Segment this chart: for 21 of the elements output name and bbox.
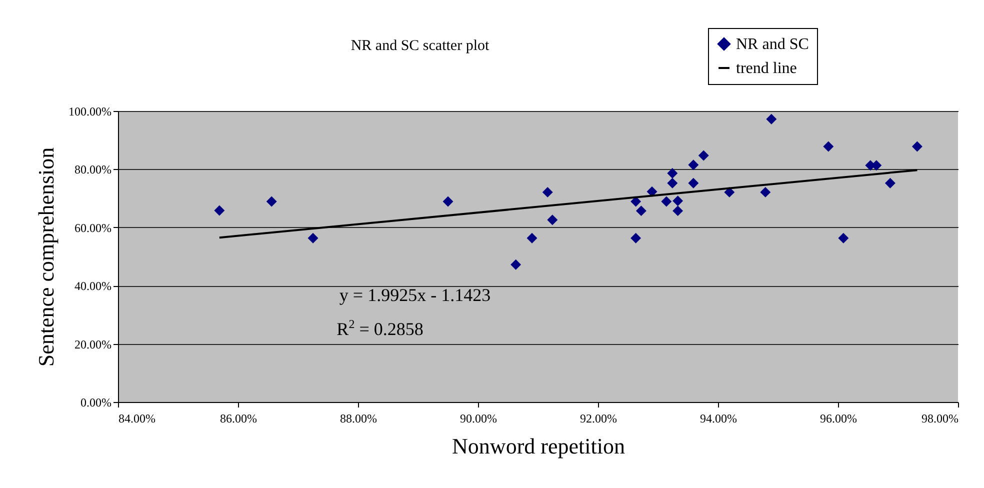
legend-label: trend line (736, 60, 797, 77)
x-tick-label: 86.00% (220, 412, 257, 426)
y-tick-label: 80.00% (74, 162, 112, 177)
annotation: R$^{2}$ = 0.2858 (336, 317, 424, 339)
x-tick-label: 84.00% (118, 412, 156, 426)
chart-title: NR and SC scatter plot (350, 38, 490, 54)
x-tick-label: 94.00% (700, 412, 737, 426)
x-tick-label: 90.00% (460, 412, 497, 426)
legend-label: NR and SC (736, 36, 809, 53)
y-tick-label: 0.00% (80, 396, 112, 410)
y-axis-title: Sentence comprehension (34, 147, 59, 367)
x-tick-label: 88.00% (340, 412, 377, 426)
annotation: y = 1.9925x - 1.1423 (339, 285, 491, 305)
x-tick-label: 98.00% (922, 412, 958, 426)
x-tick-label: 96.00% (820, 412, 857, 426)
x-axis-title: Nonword repetition (452, 434, 625, 458)
y-tick-label: 100.00% (68, 104, 112, 118)
y-tick-label: 40.00% (74, 279, 112, 294)
y-tick-label: 20.00% (74, 337, 112, 352)
y-tick-label: 60.00% (74, 220, 112, 235)
x-tick-label: 92.00% (580, 412, 617, 426)
